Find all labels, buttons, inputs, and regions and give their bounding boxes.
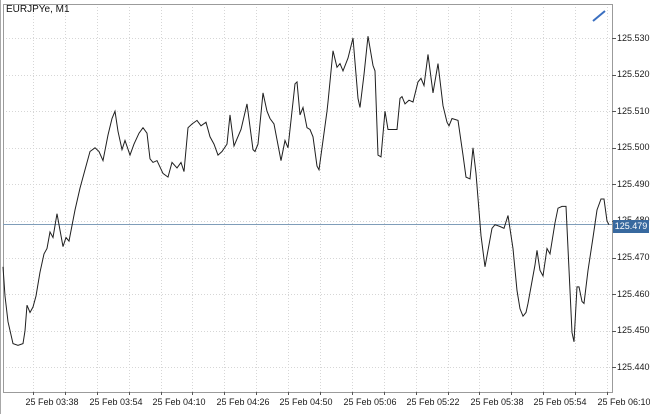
time-axis-label: 25 Feb 04:10 — [152, 397, 206, 407]
price-axis-label: 125.450 — [617, 325, 650, 335]
price-axis-label: 125.440 — [617, 362, 650, 372]
time-axis-label: 25 Feb 06:10 — [597, 397, 650, 407]
plot-border — [0, 0, 613, 414]
trendline-icon[interactable] — [592, 10, 606, 22]
chart-symbol-title: EURJPYe, M1 — [6, 4, 70, 15]
time-axis-label: 25 Feb 05:22 — [406, 397, 460, 407]
price-line-path — [2, 36, 610, 346]
grid — [3, 4, 612, 392]
axis-ticks — [33, 38, 616, 395]
current-price-badge: 125.479 — [613, 220, 649, 233]
price-axis-label: 125.520 — [617, 69, 650, 79]
time-axis-label: 25 Feb 05:54 — [533, 397, 587, 407]
trendline-icon[interactable] — [592, 10, 606, 22]
time-axis-label: 25 Feb 04:50 — [279, 397, 333, 407]
price-axis-label: 125.530 — [617, 33, 650, 43]
plot-border-rect — [3, 4, 613, 393]
price-axis-label: 125.500 — [617, 142, 650, 152]
time-axis-label: 25 Feb 04:26 — [216, 397, 270, 407]
time-axis-label: 25 Feb 05:38 — [470, 397, 524, 407]
time-axis-label: 25 Feb 03:54 — [89, 397, 143, 407]
time-axis-label: 25 Feb 03:38 — [25, 397, 79, 407]
price-axis-label: 125.470 — [617, 252, 650, 262]
time-axis-label: 25 Feb 05:06 — [343, 397, 397, 407]
price-line — [2, 36, 610, 346]
price-axis-label: 125.460 — [617, 289, 650, 299]
price-axis-label: 125.490 — [617, 179, 650, 189]
price-axis-label: 125.510 — [617, 106, 650, 116]
